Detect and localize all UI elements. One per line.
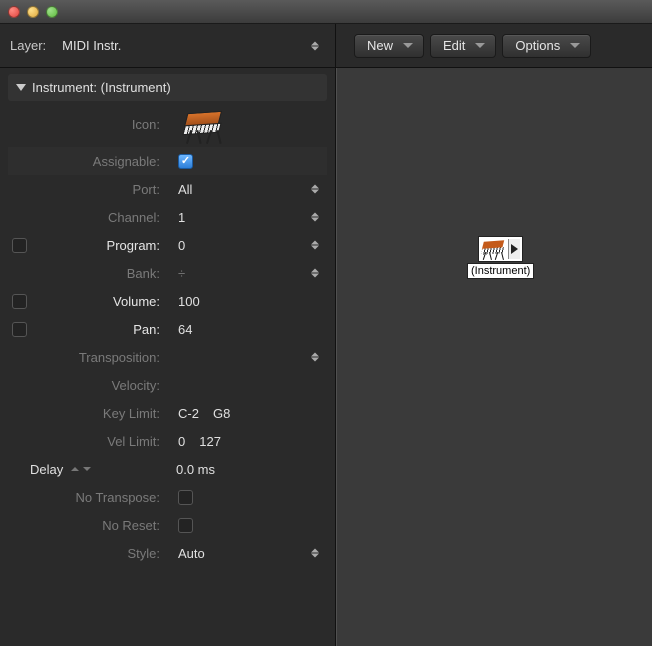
options-button[interactable]: Options (502, 34, 591, 58)
pan-value[interactable]: 64 (168, 322, 327, 337)
chevron-down-icon (570, 43, 580, 48)
param-delay: Delay 0.0 ms (8, 455, 327, 483)
inspector-header[interactable]: Instrument: (Instrument) (8, 74, 327, 101)
param-transposition: Transposition: (8, 343, 327, 371)
stepper-icon (311, 213, 319, 222)
stepper-icon (311, 269, 319, 278)
program-enable-checkbox[interactable] (12, 238, 27, 253)
toolbar-left: Layer: MIDI Instr. (0, 24, 336, 67)
dropdown-arrows-icon (311, 41, 319, 50)
window-zoom-button[interactable] (46, 6, 58, 18)
instrument-object-label: (Instrument) (467, 263, 534, 279)
program-value[interactable]: 0 (168, 238, 327, 253)
channel-value[interactable]: 1 (168, 210, 327, 225)
stepper-icon (311, 185, 319, 194)
param-icon: Icon: (8, 101, 327, 147)
edit-button[interactable]: Edit (430, 34, 496, 58)
toolbar-right: New Edit Options (336, 24, 652, 67)
instrument-object-icon (478, 236, 523, 262)
param-vel-limit: Vel Limit: 0 127 (8, 427, 327, 455)
layer-value: MIDI Instr. (62, 38, 121, 53)
port-value[interactable]: All (168, 182, 327, 197)
environment-canvas[interactable]: (Instrument) (336, 68, 652, 646)
stepper-icon (311, 241, 319, 250)
style-value[interactable]: Auto (168, 546, 327, 561)
assignable-checkbox[interactable]: ✓ (178, 154, 193, 169)
window-minimize-button[interactable] (27, 6, 39, 18)
param-velocity: Velocity: (8, 371, 327, 399)
key-limit-value[interactable]: C-2 G8 (168, 406, 327, 421)
no-transpose-checkbox[interactable] (178, 490, 193, 505)
param-program: Program: 0 (8, 231, 327, 259)
delay-value[interactable]: 0.0 ms (166, 462, 327, 477)
stepper-icon (311, 549, 319, 558)
pan-enable-checkbox[interactable] (12, 322, 27, 337)
disclosure-triangle-icon (16, 84, 26, 91)
vel-limit-value[interactable]: 0 127 (168, 434, 327, 449)
chevron-down-icon (403, 43, 413, 48)
param-no-transpose: No Transpose: (8, 483, 327, 511)
icon-label: Icon: (30, 117, 168, 132)
instrument-object[interactable]: (Instrument) (467, 236, 534, 279)
output-triangle-icon (508, 239, 520, 259)
stepper-icon (311, 353, 319, 362)
volume-value[interactable]: 100 (168, 294, 327, 309)
inspector-panel: Instrument: (Instrument) Icon: Assignabl… (0, 68, 336, 646)
bank-value[interactable]: ÷ (168, 266, 327, 281)
icon-picker[interactable] (168, 108, 327, 140)
volume-enable-checkbox[interactable] (12, 294, 27, 309)
param-no-reset: No Reset: (8, 511, 327, 539)
param-assignable: Assignable: ✓ (8, 147, 327, 175)
main-area: Instrument: (Instrument) Icon: Assignabl… (0, 68, 652, 646)
layer-label: Layer: (10, 38, 46, 53)
param-pan: Pan: 64 (8, 315, 327, 343)
toolbar: Layer: MIDI Instr. New Edit Options (0, 24, 652, 68)
window-close-button[interactable] (8, 6, 20, 18)
param-bank: Bank: ÷ (8, 259, 327, 287)
param-key-limit: Key Limit: C-2 G8 (8, 399, 327, 427)
window-titlebar (0, 0, 652, 24)
param-volume: Volume: 100 (8, 287, 327, 315)
param-port: Port: All (8, 175, 327, 203)
new-button[interactable]: New (354, 34, 424, 58)
no-reset-checkbox[interactable] (178, 518, 193, 533)
delay-mode-dropdown[interactable] (71, 467, 91, 471)
chevron-down-icon (475, 43, 485, 48)
layer-dropdown[interactable]: MIDI Instr. (54, 34, 325, 58)
delay-label: Delay (30, 462, 63, 477)
param-channel: Channel: 1 (8, 203, 327, 231)
param-style: Style: Auto (8, 539, 327, 567)
synth-keyboard-icon (184, 108, 224, 140)
